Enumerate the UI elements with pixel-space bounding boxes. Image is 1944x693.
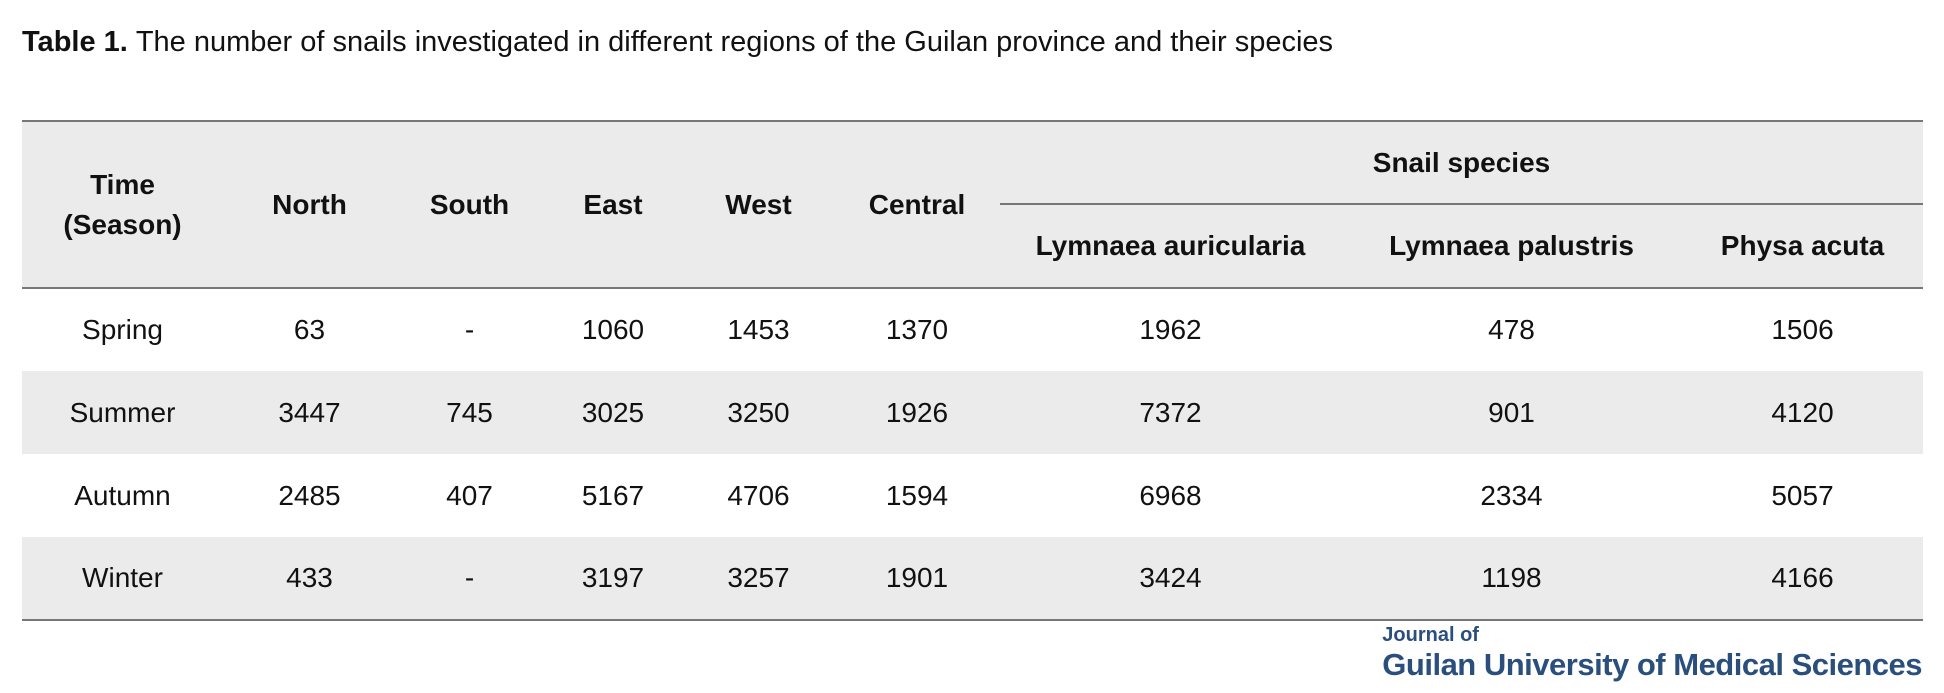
header-cell: East: [583, 188, 643, 220]
table-cell: 1926: [885, 396, 949, 428]
table-cell: 1453: [727, 314, 790, 345]
table-cell: 2334: [1480, 479, 1543, 511]
header-text: Time (Season): [63, 168, 182, 240]
logo: Journal of Guilan University of Medical …: [1382, 624, 1922, 683]
table-cell: 5167: [581, 479, 645, 511]
table-cell: -: [464, 562, 475, 593]
table-cell: 4120: [1771, 396, 1834, 428]
table-cell: 1901: [885, 562, 949, 593]
table-body: Spring 63 - 1060 1453 1370 1962 478 1506 Summer 34…: [22, 288, 1924, 620]
table-cell: Spring: [82, 314, 163, 345]
header-cell: Time (Season): [22, 121, 223, 288]
table-cell: 3250: [727, 396, 790, 428]
table-row: Autumn 2485 407 5167 4706 1594 6968 2334 5057: [22, 454, 1923, 537]
header-cell: Physa acuta: [1720, 230, 1885, 261]
table-cell: 433: [286, 562, 333, 593]
table-row: Winter 433 - 3197 3257 1901 3424 1198 4166: [22, 537, 1924, 620]
table-cell: 1370: [885, 314, 949, 345]
table: Time (Season) North South East West Central Sn…: [22, 120, 1924, 621]
table-cell: 1060: [581, 314, 645, 345]
table-cell: Autumn: [74, 479, 171, 511]
table-row: Summer 3447 745 3025 3250 1926 7372 901 4120: [22, 371, 1924, 454]
table-cell: 3447: [278, 396, 341, 428]
table-cell: 1506: [1771, 314, 1834, 345]
table-cell: 407: [446, 479, 493, 511]
table-cell: 3197: [581, 562, 645, 593]
table-cell: 478: [1488, 314, 1535, 345]
header-cell: Lymnaea auricularia: [1035, 230, 1306, 261]
table-cell: 63: [293, 314, 326, 345]
header-row: Time (Season) North South East West Central Sn…: [22, 121, 1924, 240]
table-row: Spring 63 - 1060 1453 1370 1962 478 1506: [22, 288, 1923, 371]
header-cell: Lymnaea palustris: [1389, 230, 1634, 261]
header-cell: Snail species: [1000, 121, 1924, 205]
table-cell: 3424: [1139, 562, 1202, 593]
logo-line: Journal of: [1382, 624, 1479, 646]
table-cell: 2485: [278, 479, 341, 511]
header-cell: Central: [868, 188, 966, 220]
table-cell: Summer: [69, 396, 176, 428]
caption-label: Table 1.: [22, 26, 128, 58]
header-cell: South: [429, 188, 510, 220]
header-cell: North: [272, 188, 347, 220]
table-cell: Winter: [82, 562, 163, 593]
logo-line: Guilan University of Medical Sciences: [1382, 647, 1922, 682]
table-cell: 901: [1488, 396, 1535, 428]
table-cell: 3025: [581, 396, 645, 428]
table-cell: 6968: [1139, 479, 1202, 511]
table-cell: 5057: [1771, 479, 1834, 511]
table-cell: -: [464, 314, 475, 345]
caption: Table 1. The number of snails investigate…: [22, 26, 1333, 59]
table-cell: 4166: [1771, 562, 1834, 593]
table-cell: 1198: [1481, 562, 1542, 593]
table-cell: 1594: [885, 479, 949, 511]
table-cell: 7372: [1139, 396, 1202, 428]
table-cell: 745: [446, 396, 493, 428]
table-cell: 3257: [727, 562, 790, 593]
table-cell: 1962: [1139, 314, 1202, 345]
table-header: Time (Season) North South East West Central Sn…: [22, 121, 1924, 288]
header-cell: West: [725, 188, 792, 220]
caption-text: The number of snails investigated in dif…: [135, 26, 1334, 58]
table-cell: 4706: [727, 479, 790, 511]
